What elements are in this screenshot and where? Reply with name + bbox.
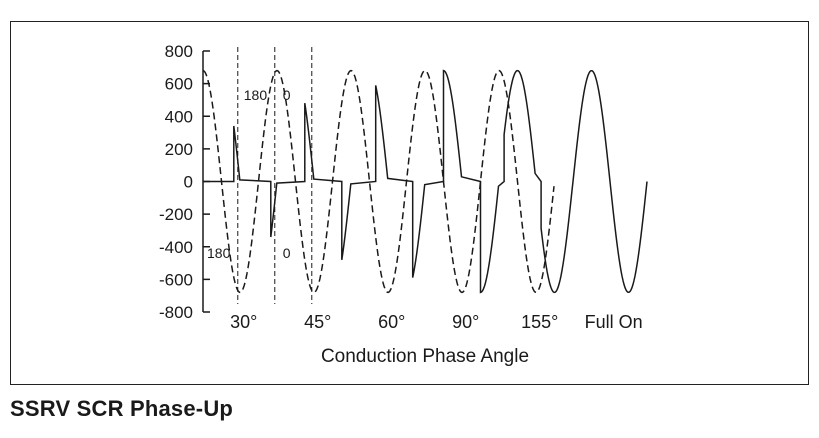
- y-tick-label: 0: [184, 173, 193, 192]
- solid-series-line: [203, 69, 648, 294]
- x-segment-label: 45°: [304, 312, 331, 332]
- x-segment-label: 90°: [452, 312, 479, 332]
- y-tick-label: 200: [165, 140, 193, 159]
- y-tick-label: 800: [165, 42, 193, 61]
- y-tick-label: -200: [159, 205, 193, 224]
- y-tick-label: -400: [159, 238, 193, 257]
- phase-annotation: 0: [283, 245, 291, 261]
- chart-frame: 800 600 400 200 0 -200 -400 -600 -800 180 0 180 0 30°…: [10, 21, 809, 385]
- x-segment-label: 155°: [521, 312, 558, 332]
- phase-angle-chart: 800 600 400 200 0 -200 -400 -600 -800 180 0 180 0 30°…: [159, 42, 648, 367]
- figure-caption: SSRV SCR Phase-Up: [10, 396, 234, 421]
- x-segment-label: Full On: [585, 312, 643, 332]
- phase-annotation: 180: [244, 87, 268, 103]
- phase-annotation: 0: [283, 87, 291, 103]
- x-axis-label: Conduction Phase Angle: [321, 346, 529, 367]
- y-tick-label: -800: [159, 303, 193, 322]
- y-tick-label: 600: [165, 75, 193, 94]
- x-segment-label: 30°: [230, 312, 257, 332]
- dashed-series-line: [202, 69, 555, 294]
- y-tick-label: -600: [159, 270, 193, 289]
- x-segment-label: 60°: [378, 312, 405, 332]
- y-tick-label: 400: [165, 107, 193, 126]
- phase-annotation: 180: [207, 245, 231, 261]
